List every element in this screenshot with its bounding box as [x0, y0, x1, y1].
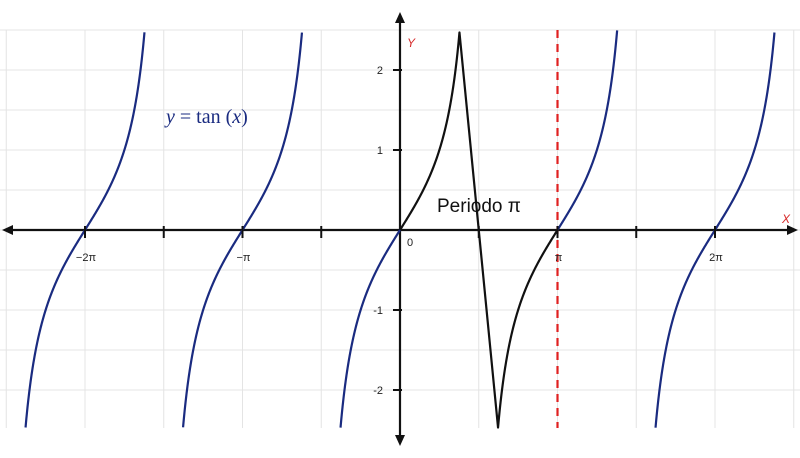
function-label: y = tan (x)	[164, 106, 248, 128]
y-tick-label: -2	[373, 385, 383, 397]
function-label-eq: = tan (	[175, 106, 233, 128]
y-tick-label: -1	[373, 305, 383, 317]
x-axis-arrow-right	[787, 225, 798, 235]
x-tick-label: 0	[407, 237, 413, 249]
x-axis-arrow-left	[2, 225, 13, 235]
y-axis-label: Y	[407, 36, 416, 50]
x-tick-label: −2π	[76, 252, 97, 264]
period-annotation: Periodo π	[437, 196, 521, 217]
y-tick-label: 2	[377, 65, 383, 77]
y-axis-arrow-bottom	[395, 435, 405, 446]
function-label-y: y	[164, 106, 175, 128]
ticks: −2π −π 0 π 2π 2 1 -1 -2	[76, 65, 723, 397]
function-label-x: x	[231, 106, 241, 128]
tan-curve-series	[339, 229, 401, 428]
y-axis-arrow-top	[395, 12, 405, 23]
function-label-close: )	[241, 106, 248, 128]
tan-curve-series	[556, 30, 619, 231]
y-tick-label: 1	[377, 145, 383, 157]
x-tick-label: 2π	[709, 252, 723, 264]
x-axis-label: X	[781, 212, 791, 226]
x-tick-label: −π	[236, 252, 250, 264]
x-tick-label: π	[555, 252, 563, 264]
